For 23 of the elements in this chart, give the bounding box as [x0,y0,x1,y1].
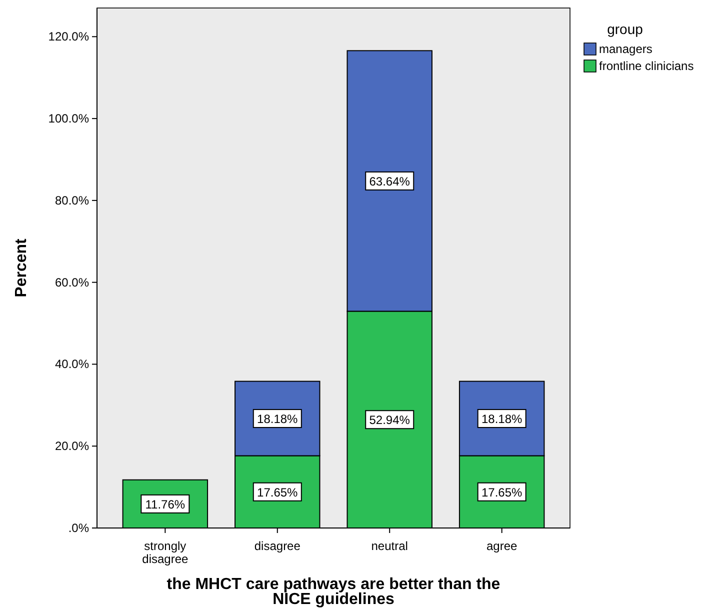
y-tick-label: 60.0% [54,275,90,290]
data-label: 17.65% [257,485,298,500]
data-label: 18.18% [257,412,298,426]
y-axis-title: Percent [13,238,30,298]
x-tick-label: agree [486,539,518,553]
data-label: 11.76% [145,497,186,512]
legend-title: group [607,21,644,37]
y-tick-label: 20.0% [54,439,90,454]
data-label: 18.18% [481,412,523,426]
x-tick-label: disagree [254,539,301,553]
data-label: 52.94% [369,413,410,428]
data-label: 63.64% [369,174,410,188]
y-tick-label: .0% [68,521,90,535]
x-tick-label: strongly disagree [142,539,189,566]
y-tick-label: 40.0% [54,357,90,372]
y-tick-label: 120.0% [48,30,90,44]
x-tick-label: neutral [371,539,408,553]
y-tick-label: 80.0% [54,193,90,208]
y-tick-label: 100.0% [48,112,90,126]
legend-label: frontline clinicians [599,59,694,73]
data-label: 17.65% [481,485,523,500]
legend-label: managers [599,42,652,56]
x-axis-title: the MHCT care pathways are better than the NICE guidelines [166,576,500,608]
